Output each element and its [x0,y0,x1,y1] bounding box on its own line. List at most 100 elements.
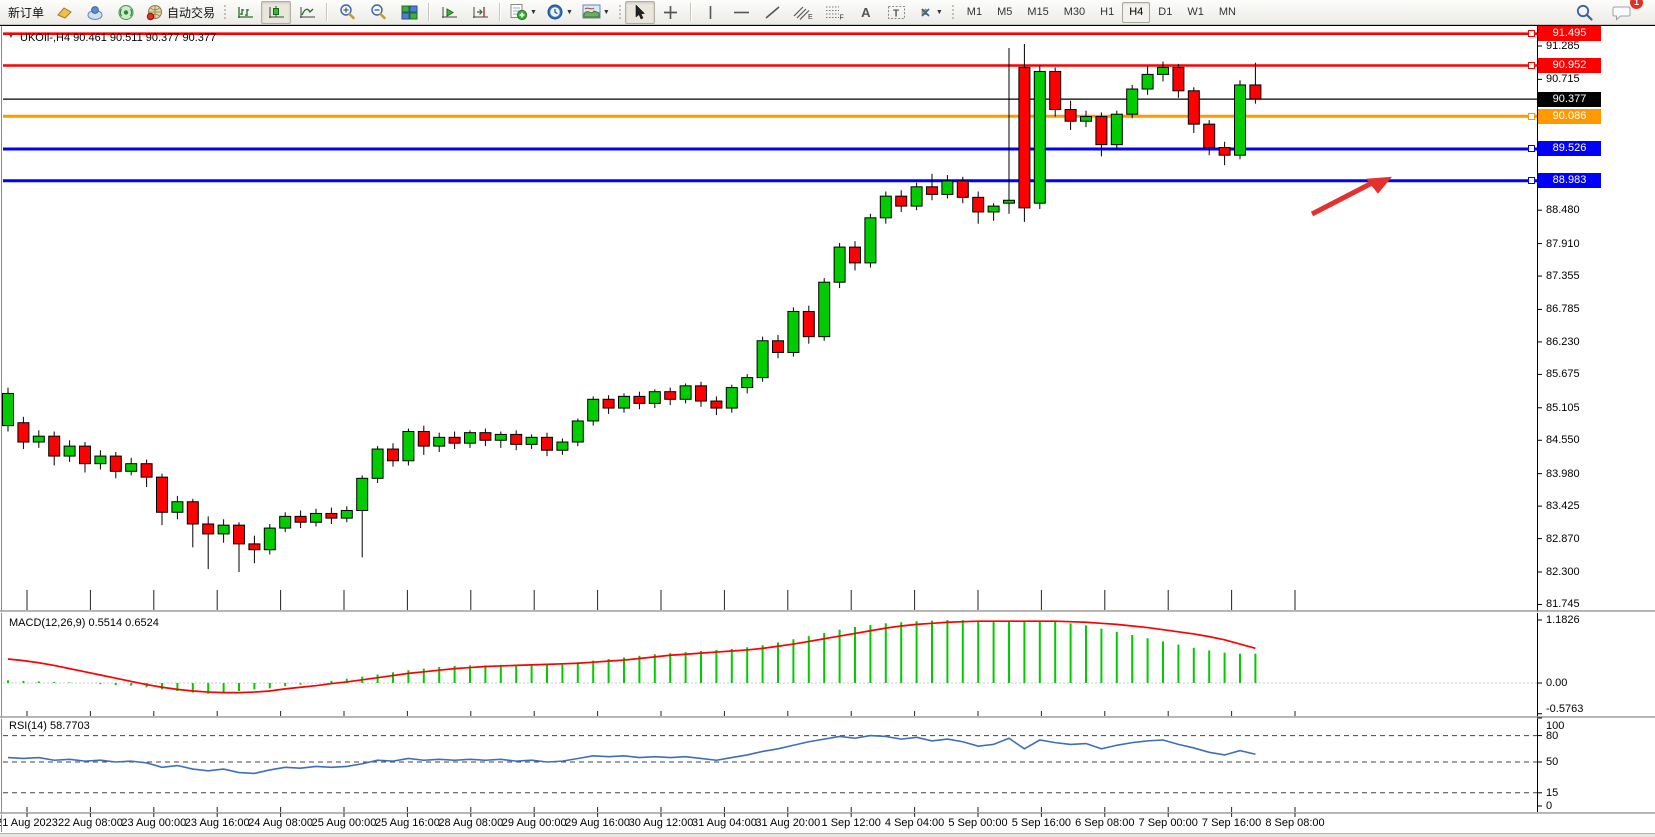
candle-bear[interactable] [325,512,338,519]
community-icon[interactable] [80,1,110,24]
candle-bull[interactable] [864,217,877,264]
candle-bull[interactable] [217,524,230,535]
candle-bull[interactable] [941,180,954,195]
candle-bear[interactable] [233,524,245,545]
candle-bull[interactable] [310,512,322,523]
toolbar-drag-handle[interactable] [949,3,955,21]
candle-bull[interactable] [1126,88,1139,115]
candle-bear[interactable] [17,422,30,443]
candle-bull[interactable] [525,436,538,445]
candle-bear[interactable] [849,246,861,264]
line-anchor-handle[interactable] [1528,62,1535,69]
toolbar-drag-handle[interactable] [222,3,228,21]
vertical-line-icon[interactable] [696,1,726,24]
candle-bull[interactable] [833,246,846,283]
timeframe-button-h1[interactable]: H1 [1100,6,1115,18]
candle-bear[interactable] [926,186,938,195]
candle-bear[interactable] [1095,116,1108,146]
market-watch-icon[interactable] [49,1,79,24]
candle-bull[interactable] [279,515,292,529]
cursor-icon[interactable] [624,0,655,24]
candle-bear[interactable] [802,310,815,338]
timeframe-button-d1[interactable]: D1 [1158,6,1173,18]
candle-bear[interactable] [956,180,969,198]
candle-bear[interactable] [1187,90,1200,125]
text-label-icon[interactable]: T [882,1,912,24]
candle-bear[interactable] [541,436,553,451]
timeframe-button-w1[interactable]: W1 [1187,6,1204,18]
candle-bull[interactable] [910,186,923,207]
indicators-button[interactable]: ▼ [505,1,541,24]
toolbar-drag-handle[interactable] [616,3,622,21]
timeframe-button-h4[interactable]: H4 [1122,1,1151,23]
candle-bear[interactable] [248,543,261,551]
candle-bull[interactable] [1234,84,1246,156]
tile-windows-icon[interactable] [394,1,424,24]
timeframe-button-mn[interactable]: MN [1218,6,1236,18]
timeframe-button-m30[interactable]: M30 [1063,6,1086,18]
periods-button[interactable]: ▼ [542,1,577,24]
candle-bull[interactable] [587,398,600,422]
annotation-arrow-head[interactable] [1366,176,1392,194]
symbol-marker-icon[interactable]: ▼ [7,31,15,40]
candle-bear[interactable] [48,435,61,457]
search-icon[interactable] [1569,1,1599,24]
candle-bear[interactable] [294,515,307,523]
text-icon[interactable]: A [861,4,871,20]
candle-bear[interactable] [156,476,168,513]
candle-bull[interactable] [648,391,661,404]
candle-bull[interactable] [618,395,630,409]
candle-bear[interactable] [772,340,784,353]
candle-bear[interactable] [1018,66,1031,209]
candle-bull[interactable] [879,195,892,219]
timeframe-button-m5[interactable]: M5 [997,6,1013,18]
candle-bull[interactable] [2,392,14,427]
zoom-out-icon[interactable] [363,1,393,24]
auto-scroll-icon[interactable] [434,1,464,24]
candle-bull[interactable] [556,441,569,451]
candle-bear[interactable] [695,385,707,402]
candle-bear[interactable] [510,433,523,445]
candle-bull[interactable] [1033,70,1046,204]
candle-bear[interactable] [1064,109,1077,122]
candle-bear[interactable] [1249,84,1262,100]
fibonacci-icon[interactable]: F [820,1,850,24]
arrows-button[interactable]: ▼ [913,1,947,24]
candle-bear[interactable] [972,196,985,213]
candle-bull[interactable] [1080,116,1092,122]
candle-bull[interactable] [756,340,769,379]
candle-bull[interactable] [725,387,738,409]
signals-icon[interactable] [111,1,141,24]
new-order-button[interactable]: 新订单 [4,1,48,24]
candle-bull[interactable] [340,510,353,519]
candle-bull[interactable] [402,430,415,462]
chat-button[interactable]: 1 [1607,0,1643,24]
candle-bull[interactable] [171,501,184,513]
candle-bear[interactable] [1203,123,1216,149]
candle-bull[interactable] [818,281,831,338]
candle-bear[interactable] [1218,147,1231,156]
candle-bear[interactable] [895,195,908,207]
candle-bear[interactable] [664,391,677,400]
candle-bear[interactable] [602,398,615,409]
line-anchor-handle[interactable] [1528,177,1535,184]
timeframe-button-m1[interactable]: M1 [966,6,983,18]
candle-bear[interactable] [1172,66,1185,92]
candle-bull[interactable] [63,445,76,457]
horizontal-line-icon[interactable] [727,1,757,24]
candle-bull[interactable] [464,432,476,444]
templates-button[interactable]: ▼ [578,1,614,24]
candlestick-chart-icon[interactable] [261,0,292,24]
candle-bull[interactable] [1141,73,1154,90]
candle-bull[interactable] [741,377,754,389]
zoom-in-icon[interactable] [332,1,362,24]
candle-bear[interactable] [202,523,215,535]
line-anchor-handle[interactable] [1528,113,1535,120]
candle-bull[interactable] [125,463,138,472]
candle-bull[interactable] [787,310,800,353]
candle-bear[interactable] [448,436,461,444]
line-anchor-handle[interactable] [1528,145,1535,152]
autotrading-button[interactable]: 自动交易 [142,1,219,24]
crosshair-icon[interactable] [656,1,686,24]
